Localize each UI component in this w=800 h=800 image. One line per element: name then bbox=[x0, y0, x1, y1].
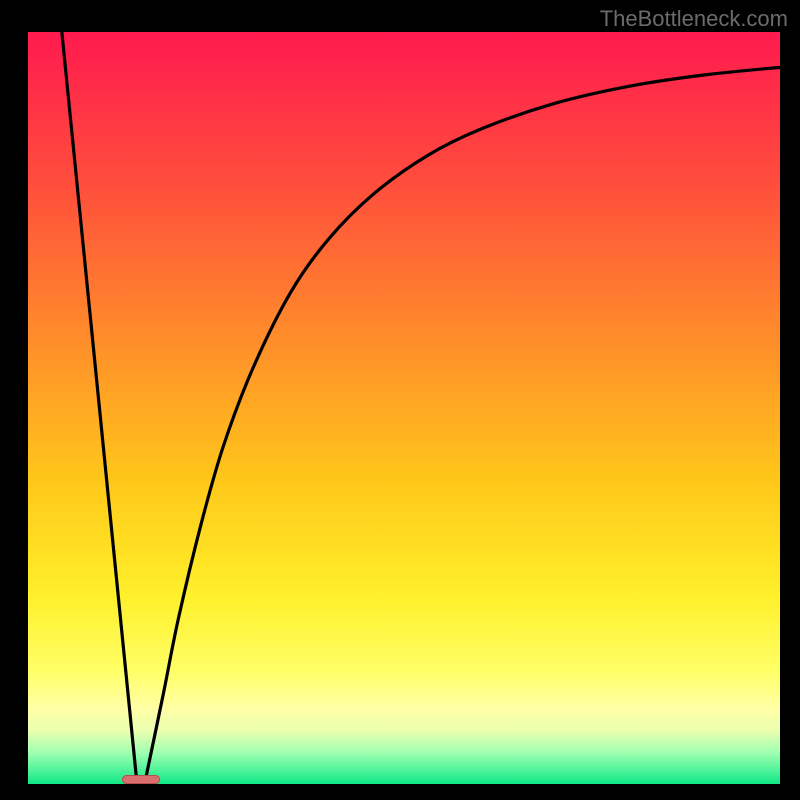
bottleneck-curve-right-branch bbox=[145, 67, 780, 784]
chart-container: TheBottleneck.com bbox=[0, 0, 800, 800]
plot-area bbox=[28, 32, 780, 784]
curve-layer bbox=[28, 32, 780, 784]
watermark-text: TheBottleneck.com bbox=[600, 6, 788, 32]
bottleneck-curve-left-branch bbox=[62, 32, 137, 784]
optimal-point-marker bbox=[122, 775, 160, 784]
